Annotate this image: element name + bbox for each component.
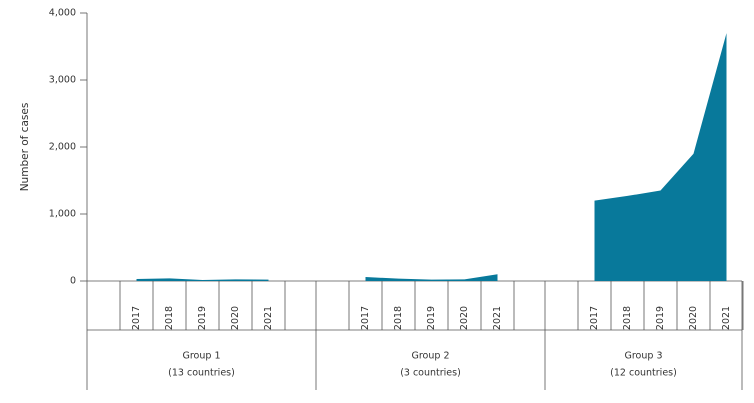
group-label: Group 2	[412, 351, 450, 362]
area	[136, 278, 269, 281]
x-tick-label: 2019	[197, 306, 208, 330]
y-tick-label: 4,000	[49, 8, 76, 19]
x-tick-label: 2017	[589, 306, 600, 330]
x-tick-label: 2019	[426, 306, 437, 330]
y-tick-label: 1,000	[49, 209, 76, 220]
x-tick-label: 2018	[622, 306, 633, 330]
group-note: (12 countries)	[610, 368, 677, 379]
x-tick-label: 2017	[131, 306, 142, 330]
x-tick-label: 2021	[263, 306, 274, 330]
x-tick-label: 2020	[688, 306, 699, 330]
x-tick-label: 2019	[655, 306, 666, 330]
x-tick-label: 2017	[360, 306, 371, 330]
x-tick-label: 2020	[459, 306, 470, 330]
y-axis-title: Number of cases	[19, 103, 31, 192]
y-tick-label: 0	[70, 276, 76, 287]
x-tick-label: 2018	[164, 306, 175, 330]
area	[594, 33, 727, 281]
x-tick-label: 2020	[230, 306, 241, 330]
y-tick-label: 3,000	[49, 75, 76, 86]
area	[365, 274, 498, 281]
x-tick-label: 2021	[721, 306, 732, 330]
group-note: (13 countries)	[168, 368, 235, 379]
y-tick-label: 2,000	[49, 142, 76, 153]
group-label: Group 3	[625, 351, 663, 362]
x-tick-label: 2018	[393, 306, 404, 330]
group-label: Group 1	[183, 351, 221, 362]
x-tick-label: 2021	[492, 306, 503, 330]
group-note: (3 countries)	[400, 368, 461, 379]
